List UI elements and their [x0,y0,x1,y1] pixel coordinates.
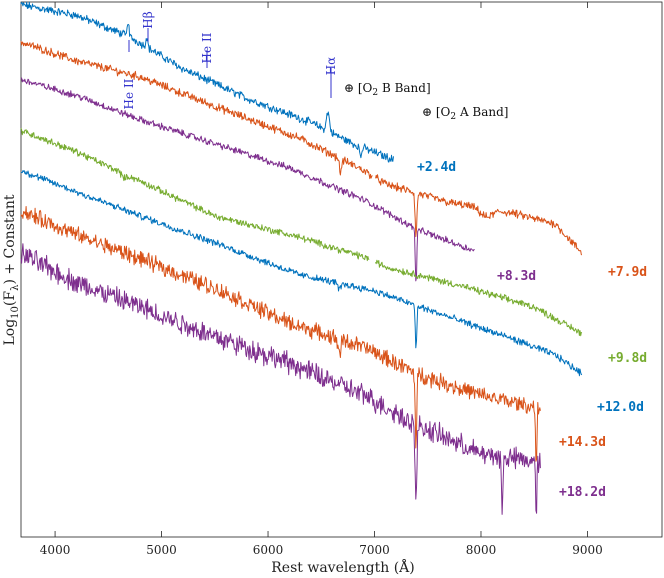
line-id-label-1: He II [122,78,136,109]
x-tick-label-7000: 7000 [359,543,390,557]
telluric-label-1: ⊕ [O2 B Band] [344,81,431,98]
spectrum-+12.0d [20,170,583,377]
x-tick-label-5000: 5000 [146,543,177,557]
epoch-label-4: +9.8d [608,351,647,366]
epoch-label-3: +8.3d [497,269,536,284]
x-axis-title: Rest wavelength (Å) [271,558,414,576]
spectrum-line-6-1 [20,206,541,462]
spectrum-+9.8d [20,128,583,337]
spectra-group [20,1,583,515]
spectrum-+14.3d [20,206,541,462]
epoch-label-5: +12.0d [597,400,644,415]
line-id-label-3: He II [200,32,214,63]
epoch-label-7: +18.2d [559,485,606,500]
x-tick-label-8000: 8000 [466,543,497,557]
telluric-label-2: ⊕ [O2 A Band] [422,105,508,122]
epoch-label-1: +2.4d [417,160,456,175]
x-tick-label-9000: 9000 [572,543,603,557]
y-axis-title: Log10(Fλ) + Constant [2,194,21,345]
x-axis: 4000 5000 6000 7000 8000 9000 [40,2,603,557]
spectrum-+2.4d [20,1,394,163]
x-tick-label-6000: 6000 [253,543,284,557]
annotations-group: +2.4d +7.9d +8.3d +9.8d +12.0d +14.3d +18.2d He… [122,11,647,500]
spectrum-+8.3d [20,77,475,282]
spectrum-line-4-1 [20,128,370,262]
spectrum-+18.2d [20,243,541,515]
line-id-label-4: Hα [324,57,338,76]
spectrum-line-1-1 [20,1,394,163]
spectrum-line-3-1 [20,77,475,282]
spectrum-line-5-1 [20,170,583,377]
x-tick-label-4000: 4000 [40,543,71,557]
spectrum-line-2-2 [375,174,583,256]
plot-area [20,1,663,538]
epoch-label-6: +14.3d [559,435,606,450]
spectrum-line-7-1 [20,243,541,515]
epoch-label-2: +7.9d [608,265,647,280]
spectrum-+7.9d [20,41,583,256]
spectrum-line-2-1 [20,41,373,180]
spectrum-line-4-2 [375,259,583,337]
line-id-label-2: Hβ [141,11,155,28]
